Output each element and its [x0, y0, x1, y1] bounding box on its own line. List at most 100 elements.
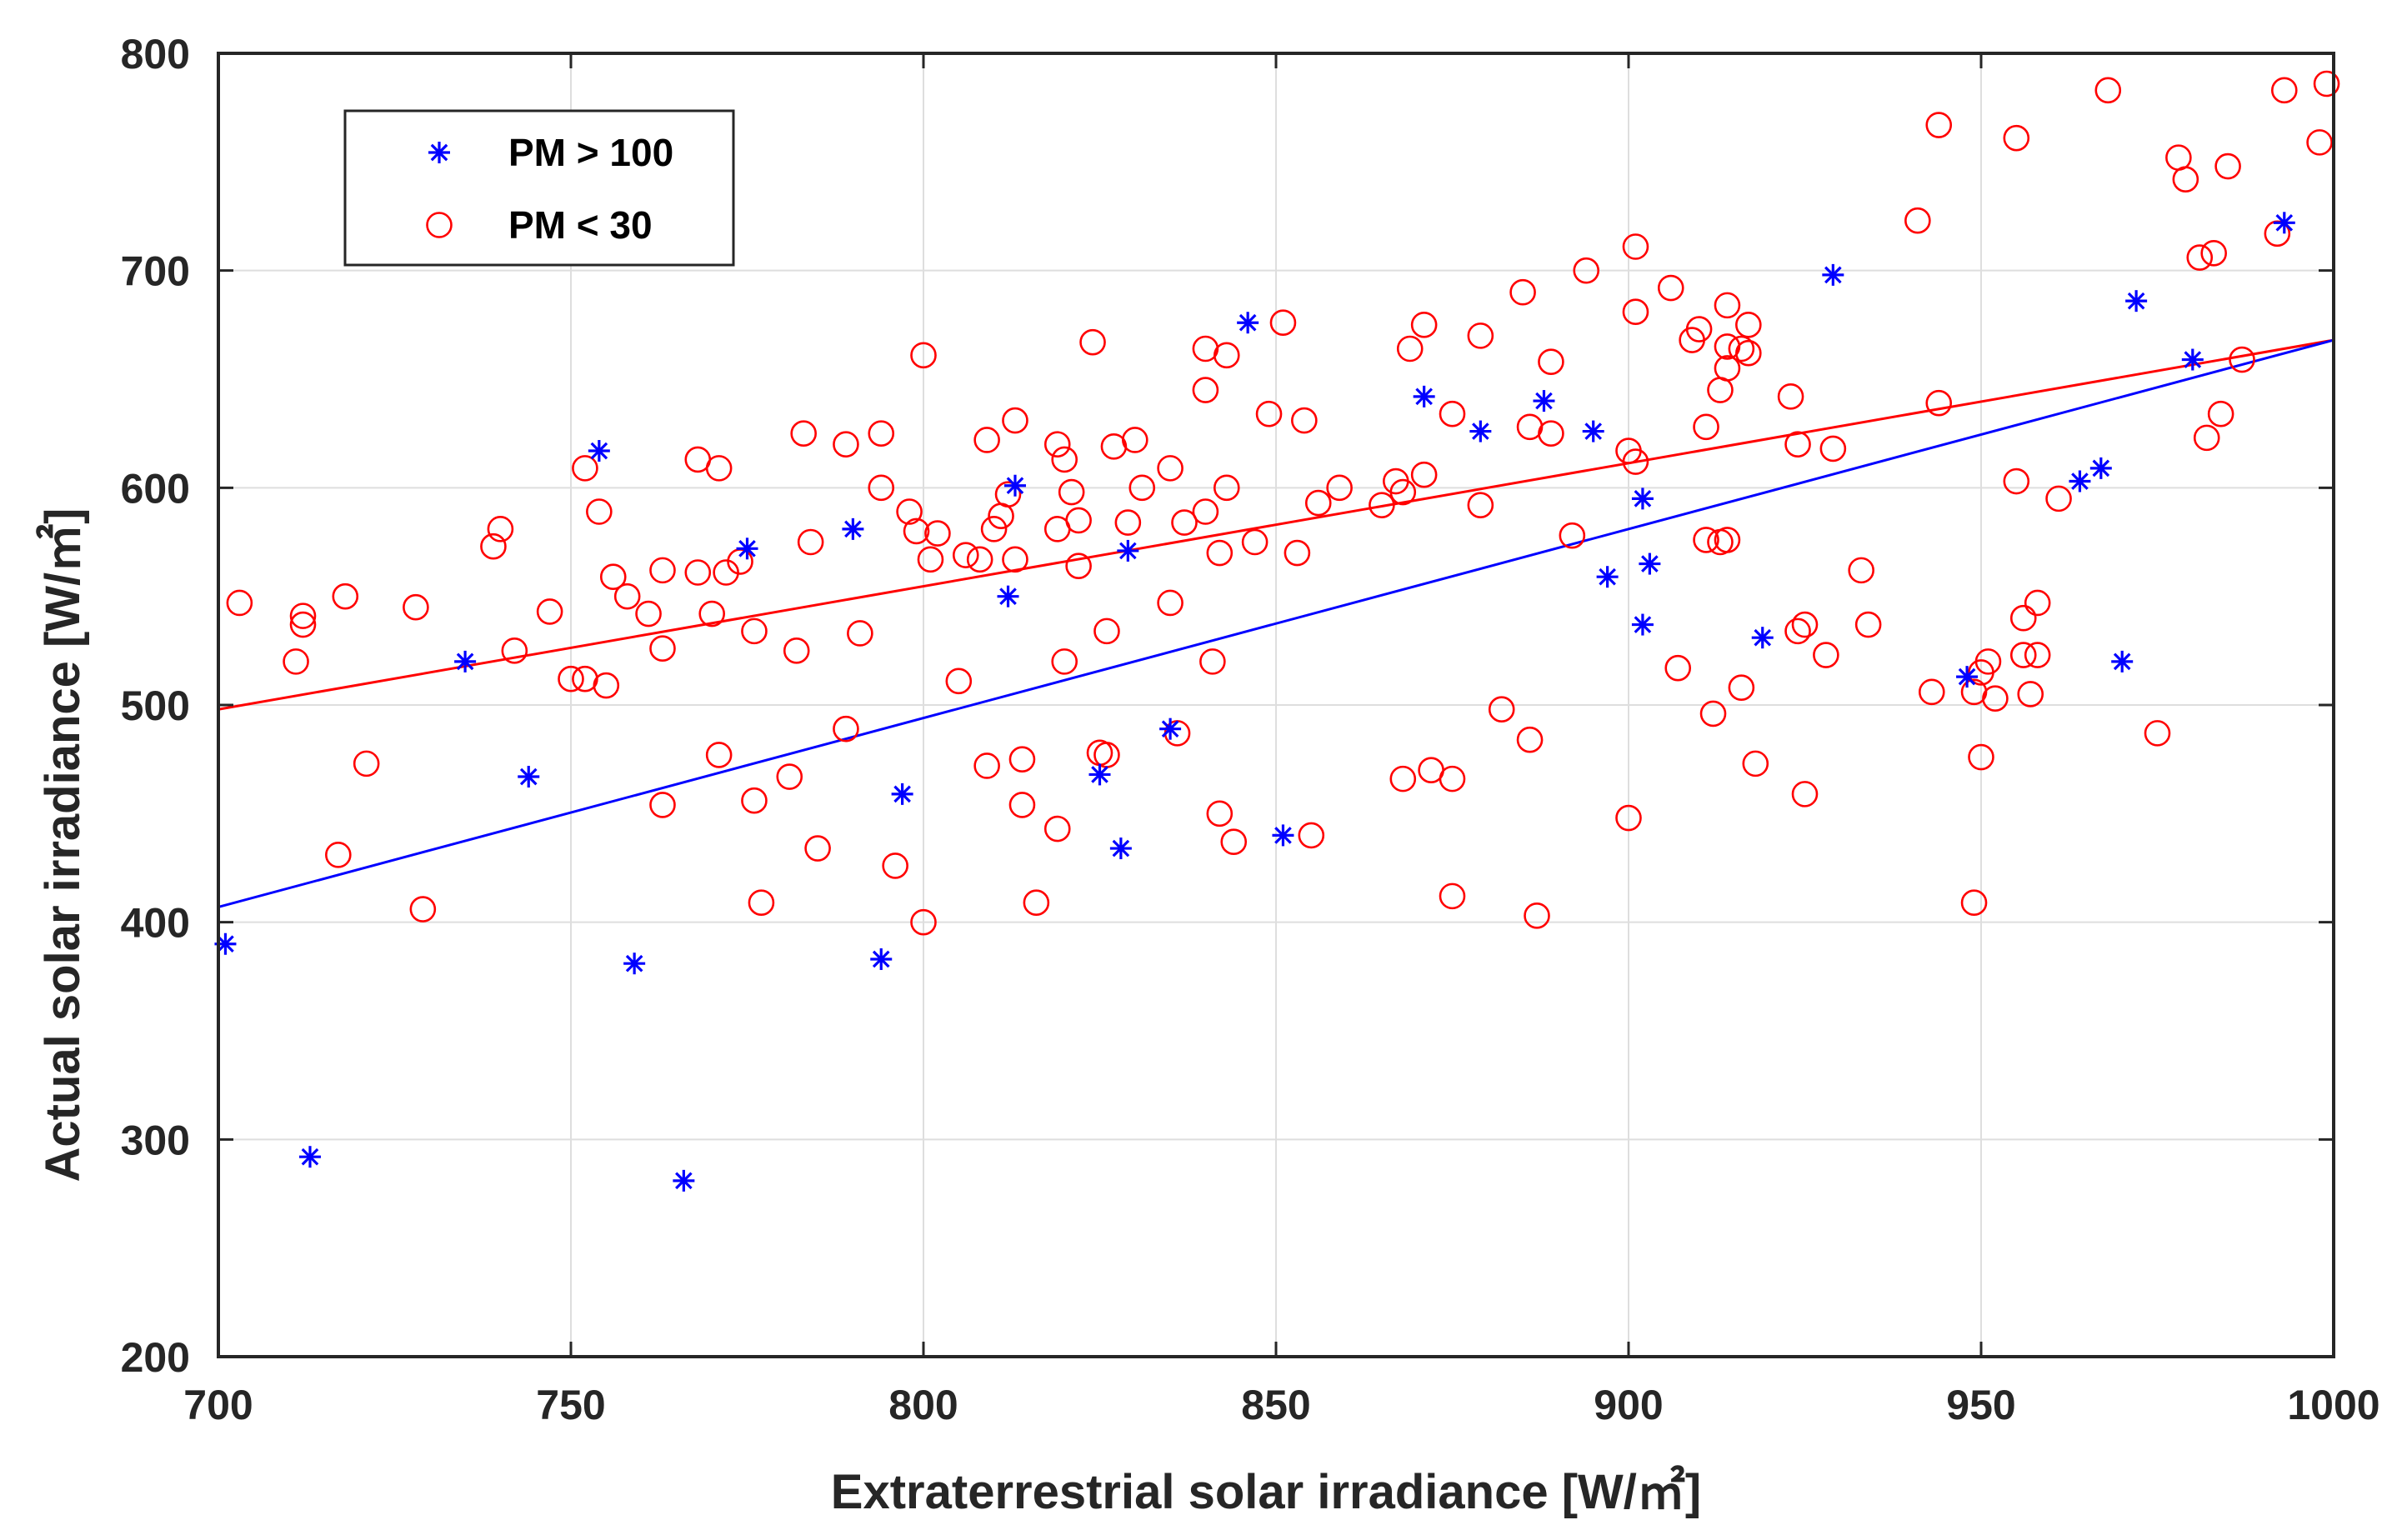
point-pm-below-30 [1622, 298, 1649, 325]
point-pm-above-100 [1413, 385, 1435, 408]
point-pm-below-30 [1714, 355, 1741, 382]
y-tick-label: 500 [121, 682, 190, 729]
point-pm-below-30 [1192, 377, 1219, 403]
point-pm-above-100 [2181, 348, 2204, 371]
y-tick-label: 600 [121, 465, 190, 512]
legend-asterisk-icon [428, 142, 450, 163]
point-pm-below-30 [1904, 207, 1931, 234]
point-pm-below-30 [2024, 589, 2051, 617]
point-pm-below-30 [2270, 77, 2298, 104]
point-pm-below-30 [2172, 166, 2199, 192]
point-pm-below-30 [910, 342, 937, 369]
point-pm-below-30 [2003, 124, 2030, 152]
point-pm-below-30 [705, 455, 733, 482]
legend-box [343, 109, 735, 267]
point-pm-below-30 [868, 474, 895, 502]
point-pm-above-100 [1272, 824, 1294, 847]
point-pm-below-30 [1657, 274, 1684, 302]
point-pm-below-30 [1925, 112, 1953, 138]
point-pm-above-100 [1117, 539, 1139, 562]
point-pm-below-30 [973, 427, 1000, 453]
point-pm-below-30 [649, 557, 676, 584]
point-pm-below-30 [1008, 746, 1036, 772]
point-pm-below-30 [1122, 427, 1148, 453]
point-pm-below-30 [1396, 335, 1424, 362]
point-pm-below-30 [833, 431, 859, 458]
point-pm-below-30 [1058, 478, 1085, 506]
point-pm-below-30 [586, 498, 613, 525]
point-pm-below-30 [973, 752, 1000, 779]
point-pm-below-30 [1735, 312, 1762, 338]
point-pm-above-100 [2273, 212, 2295, 234]
point-pm-below-30 [325, 842, 352, 868]
point-pm-below-30 [487, 516, 514, 542]
point-pm-below-30 [1848, 557, 1874, 584]
point-pm-below-30 [903, 518, 930, 545]
y-tick-label: 300 [121, 1117, 190, 1163]
point-pm-above-100 [997, 585, 1019, 608]
point-pm-above-100 [1751, 627, 1774, 649]
point-pm-below-30 [2229, 346, 2255, 373]
point-pm-above-100 [1582, 420, 1604, 442]
point-pm-below-30 [980, 516, 1008, 542]
point-pm-below-30 [1284, 539, 1311, 567]
point-pm-below-30 [1467, 492, 1494, 518]
legend: PM > 100 PM < 30 [343, 109, 735, 267]
point-pm-below-30 [1410, 312, 1438, 338]
point-pm-above-100 [454, 650, 477, 672]
point-pm-below-30 [1192, 498, 1219, 525]
point-pm-below-30 [289, 602, 317, 629]
x-tick-label: 950 [1946, 1382, 2015, 1428]
point-pm-below-30 [1538, 348, 1564, 375]
legend-circle-mark [426, 212, 453, 238]
point-pm-below-30 [1291, 407, 1318, 434]
x-tick-label: 850 [1241, 1382, 1310, 1428]
point-pm-above-100 [1596, 566, 1619, 588]
point-pm-below-30 [536, 598, 563, 625]
y-tick-label: 200 [121, 1334, 190, 1381]
point-pm-below-30 [635, 600, 662, 628]
point-pm-below-30 [776, 763, 803, 790]
point-pm-below-30 [1079, 328, 1106, 356]
point-pm-below-30 [2200, 240, 2227, 267]
point-pm-below-30 [2017, 681, 2044, 708]
regression-lines [218, 338, 2334, 908]
point-pm-below-30 [741, 618, 768, 645]
point-pm-below-30 [649, 635, 676, 662]
point-pm-above-100 [1109, 838, 1132, 860]
point-pm-below-30 [1854, 611, 1882, 638]
point-pm-below-30 [1157, 589, 1183, 617]
point-pm-below-30 [1728, 335, 1755, 362]
point-pm-below-30 [1742, 750, 1769, 778]
point-pm-below-30 [1269, 309, 1297, 337]
point-pm-below-30 [1699, 700, 1727, 728]
point-pm-below-30 [1065, 552, 1092, 579]
point-pm-below-30 [924, 520, 951, 547]
point-pm-below-30 [684, 559, 712, 586]
point-pm-below-30 [1439, 882, 1466, 910]
point-pm-below-30 [1524, 902, 1550, 929]
point-pm-below-30 [917, 546, 944, 573]
point-pm-below-30 [1925, 389, 1953, 417]
point-pm-above-100 [1956, 666, 1979, 688]
x-tick-label: 800 [888, 1382, 958, 1428]
point-pm-below-30 [1693, 413, 1719, 441]
point-pm-below-30 [332, 582, 359, 610]
point-pm-above-100 [588, 440, 610, 462]
point-pm-below-30 [1199, 648, 1226, 675]
point-pm-below-30 [1389, 478, 1417, 506]
point-pm-below-30 [1410, 461, 1438, 488]
point-pm-below-30 [558, 665, 584, 692]
point-pm-below-30 [966, 546, 993, 573]
point-pm-below-30 [1304, 489, 1332, 517]
point-pm-above-100 [1237, 312, 1259, 334]
point-pm-above-100 [1631, 488, 1654, 510]
point-pm-below-30 [1213, 474, 1240, 502]
point-pm-below-30 [353, 750, 380, 778]
x-axis-label: Extraterrestrial solar irradiance [W/㎡] [831, 1465, 1701, 1519]
point-pm-below-30 [403, 593, 429, 621]
point-pm-below-30 [1784, 618, 1811, 645]
point-pm-below-30 [1777, 383, 1804, 410]
point-pm-below-30 [1008, 792, 1036, 818]
point-pm-above-100 [2069, 470, 2091, 492]
